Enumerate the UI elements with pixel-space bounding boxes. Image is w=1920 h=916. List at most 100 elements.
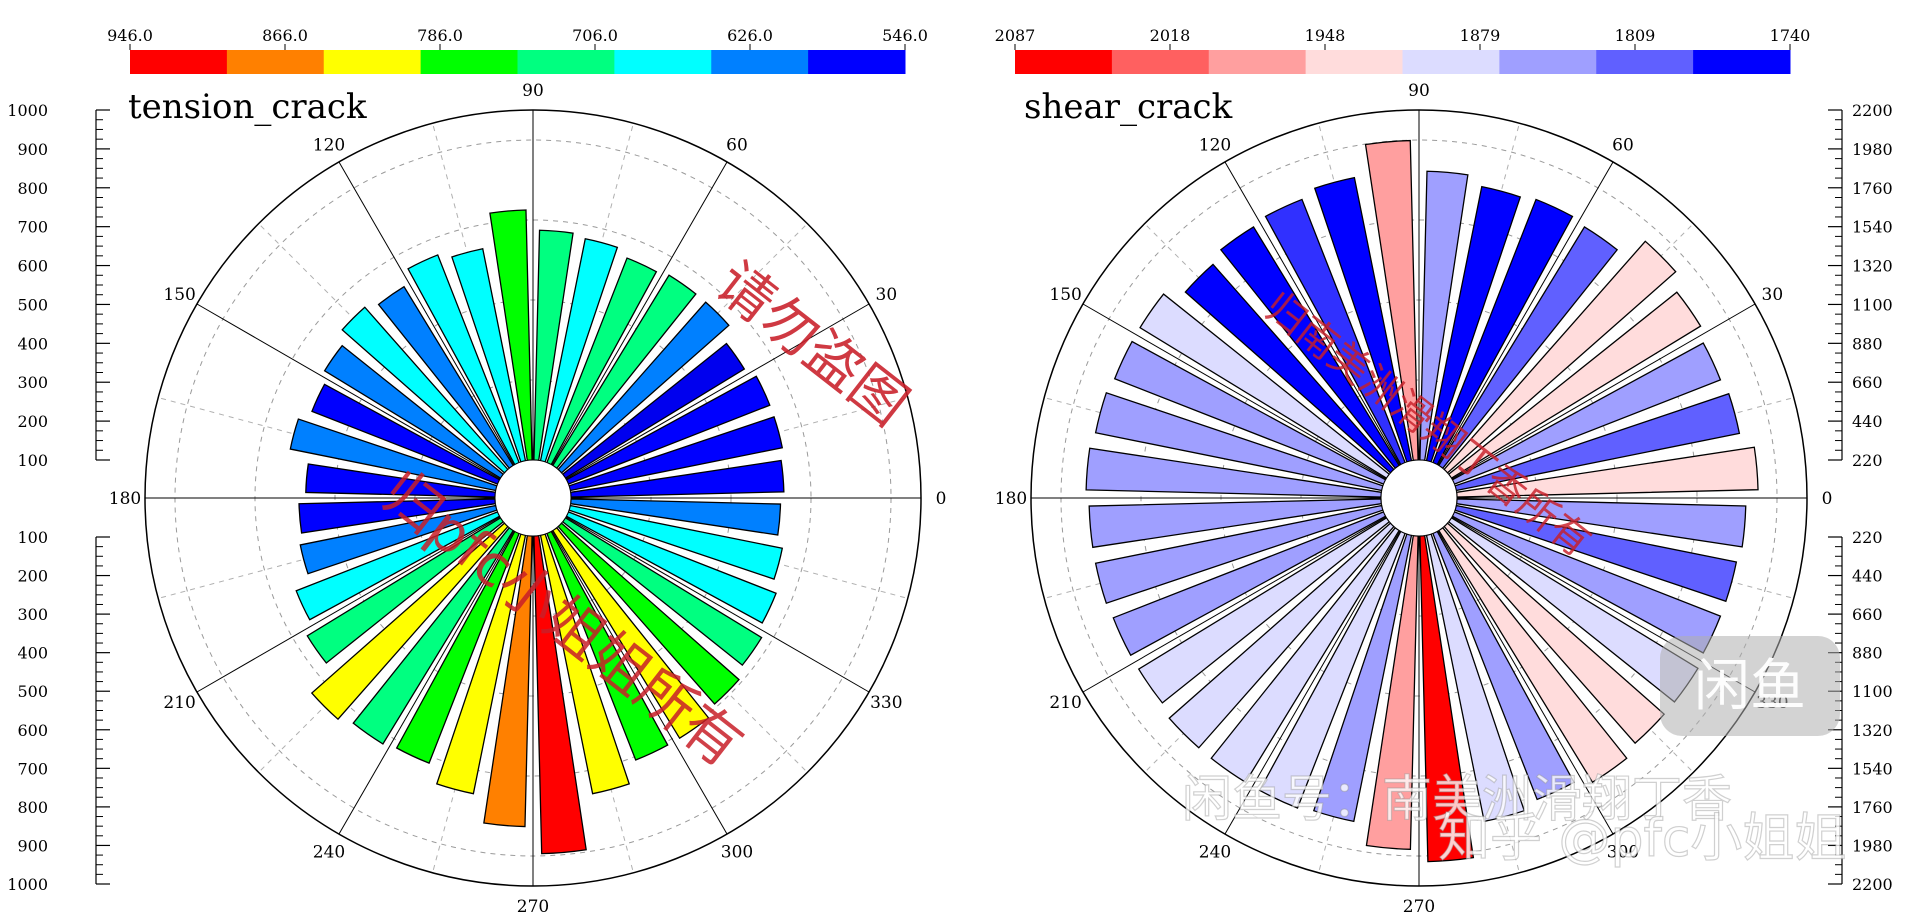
- colorbar-swatch: [323, 50, 422, 74]
- colorbar-swatch: [517, 50, 615, 74]
- colorbar-tick-label: 626.0: [727, 26, 773, 45]
- chart-title-tension: tension_crack: [128, 87, 367, 127]
- angle-label: 270: [1403, 897, 1435, 916]
- tension-crack-chart: 946.0 866.0 786.0 706.0 626.0 546.0 100090080…: [7, 26, 946, 916]
- axis-tick-label: 100: [17, 451, 48, 470]
- axis-tick-label: 200: [17, 567, 48, 586]
- angle-label: 120: [313, 136, 345, 156]
- axis-tick-label: 1540: [1852, 759, 1893, 778]
- angle-label: 30: [1762, 285, 1784, 305]
- colorbar-swatch: [1693, 50, 1791, 74]
- axis-tick-label: 440: [1852, 412, 1883, 431]
- angle-label: 330: [870, 693, 902, 713]
- colorbar-shear: [1015, 50, 1791, 74]
- axis-tick-label: 500: [17, 295, 48, 314]
- axis-tick-label: 880: [1852, 644, 1883, 663]
- angle-label: 150: [1049, 285, 1081, 305]
- axis-tick-label: 600: [17, 257, 48, 276]
- colorbar-swatch: [711, 50, 809, 74]
- angle-label: 240: [313, 842, 345, 862]
- colorbar-swatch: [1111, 50, 1210, 74]
- watermark-zhihu: 知乎 @pfc小姐姐: [1438, 809, 1846, 869]
- chart-title-shear: shear_crack: [1024, 87, 1233, 127]
- axis-tick-label: 1760: [1852, 179, 1893, 198]
- axis-tick-label: 1100: [1852, 295, 1893, 314]
- colorbar-tick-label: 866.0: [262, 26, 308, 45]
- shear-crack-chart: 2087 2018 1948 1879 1809 1740 2200 1980 1760 154…: [995, 26, 1893, 916]
- axis-tick-label: 880: [1852, 334, 1883, 353]
- angle-label: 300: [721, 842, 753, 862]
- colorbar-tick-label: 546.0: [882, 26, 928, 45]
- angle-label: 270: [517, 897, 549, 916]
- angle-label: 180: [109, 489, 141, 509]
- axis-tick-label: 500: [17, 682, 48, 701]
- axis-tick-label: 100: [17, 528, 48, 547]
- colorbar-tick-label: 1879: [1460, 26, 1501, 45]
- axis-tick-label: 600: [17, 721, 48, 740]
- angle-label: 0: [936, 489, 947, 509]
- colorbar-swatch: [1208, 50, 1307, 74]
- axis-tick-label: 440: [1852, 567, 1883, 586]
- axis-tick-label: 200: [17, 412, 48, 431]
- angle-label: 90: [1408, 81, 1430, 101]
- colorbar-tick-label: 1948: [1305, 26, 1346, 45]
- angle-label: 60: [1612, 136, 1634, 156]
- angle-label: 240: [1199, 842, 1231, 862]
- angle-label: 90: [522, 81, 544, 101]
- colorbar-tension: [130, 50, 906, 74]
- axis-tick-label: 400: [17, 644, 48, 663]
- colorbar-swatch: [226, 50, 325, 74]
- xianyu-logo-text: 闲鱼: [1694, 654, 1806, 719]
- axis-tick-label: 900: [17, 140, 48, 159]
- colorbar-swatch: [1305, 50, 1403, 74]
- colorbar-swatch: [1402, 50, 1500, 74]
- colorbar-tick-label: 2087: [995, 26, 1036, 45]
- axis-tick-label: 1760: [1852, 798, 1893, 817]
- angle-label: 210: [163, 693, 195, 713]
- colorbar-tick-label: 706.0: [572, 26, 618, 45]
- axis-tick-label: 2200: [1852, 875, 1893, 894]
- axis-tick-label: 1980: [1852, 140, 1893, 159]
- axis-tick-label: 900: [17, 836, 48, 855]
- colorbar-tick-label: 2018: [1150, 26, 1191, 45]
- axis-tick-label: 300: [17, 605, 48, 624]
- colorbar-tick-label: 1809: [1615, 26, 1656, 45]
- axis-tick-label: 660: [1852, 605, 1883, 624]
- polar-center-hole: [494, 459, 572, 537]
- angle-label: 210: [1049, 693, 1081, 713]
- axis-tick-label: 1320: [1852, 257, 1893, 276]
- colorbar-swatch: [614, 50, 712, 74]
- colorbar-swatch: [1596, 50, 1694, 74]
- colorbar-tick-label: 1740: [1770, 26, 1811, 45]
- axis-tick-label: 1980: [1852, 836, 1893, 855]
- angle-label: 120: [1199, 136, 1231, 156]
- colorbar-swatch: [420, 50, 518, 74]
- colorbar-swatch: [1499, 50, 1597, 74]
- xianyu-logo-icon: [1660, 636, 1840, 736]
- colorbar-tick-label: 786.0: [417, 26, 463, 45]
- colorbar-swatch: [130, 50, 228, 74]
- axis-tick-label: 1320: [1852, 721, 1893, 740]
- axis-tick-label: 660: [1852, 373, 1883, 392]
- colorbar-ticks-shear: 2087 2018 1948 1879 1809 1740: [995, 26, 1811, 50]
- axis-tick-label: 400: [17, 334, 48, 353]
- angle-label: 30: [876, 285, 898, 305]
- axis-tick-label: 220: [1852, 528, 1883, 547]
- axis-tick-label: 1100: [1852, 682, 1893, 701]
- axis-tick-label: 800: [17, 798, 48, 817]
- angle-label: 150: [163, 285, 195, 305]
- axis-tick-label: 220: [1852, 451, 1883, 470]
- axis-tick-label: 1000: [7, 101, 48, 120]
- axis-tick-label: 1000: [7, 875, 48, 894]
- watermark-xianyu-id: 闲鱼号：南美洲滑翔丁香: [1182, 770, 1732, 828]
- axis-tick-label: 800: [17, 179, 48, 198]
- angle-label: 300: [1607, 842, 1639, 862]
- axis-tick-label: 700: [17, 218, 48, 237]
- axis-tick-label: 2200: [1852, 101, 1893, 120]
- angle-label: 180: [995, 489, 1027, 509]
- angle-label: 60: [726, 136, 748, 156]
- axis-tick-label: 1540: [1852, 218, 1893, 237]
- colorbar-tick-label: 946.0: [107, 26, 153, 45]
